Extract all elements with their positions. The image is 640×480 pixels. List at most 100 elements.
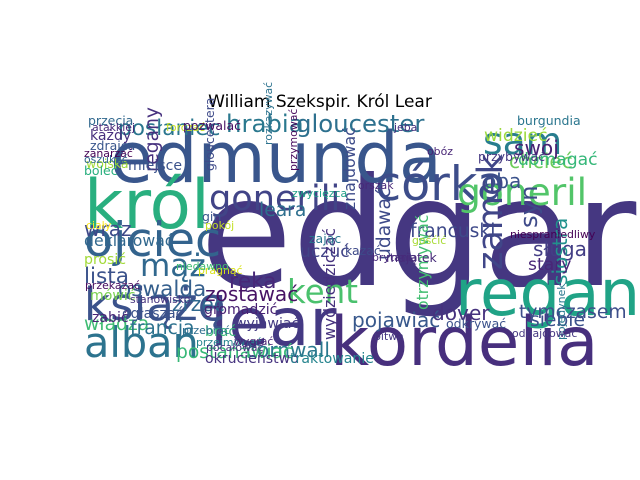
word-29: postanawiać (176, 342, 293, 363)
word-95: stanowisko (130, 293, 191, 306)
word-86: pojedynek (555, 283, 568, 340)
word-37: leara (259, 200, 306, 221)
word-80: majątek (386, 250, 438, 265)
word-81: zając (309, 231, 341, 246)
word-85: odkrywać (446, 316, 506, 331)
word-42: siebie (530, 310, 585, 331)
word-18: posłaniec (118, 116, 220, 141)
word-12: sam (483, 119, 562, 163)
word-48: wydziedziczać (320, 228, 339, 340)
word-24: zrzec (172, 292, 225, 316)
word-17: gloucester (296, 109, 425, 138)
word-11: gonerili (209, 178, 340, 219)
word-77: jeba (393, 121, 417, 134)
word-69: forczać (166, 121, 205, 134)
word-10: goneril (457, 170, 587, 214)
word-64: boleć (84, 163, 118, 178)
word-54: mówić (90, 288, 136, 304)
word-72: rozkazywać (262, 82, 275, 145)
word-8: książę (84, 278, 225, 331)
word-30: oba (484, 169, 521, 193)
word-57: brać (205, 324, 236, 340)
word-91: ciały (86, 219, 112, 232)
word-82: gin (202, 209, 221, 224)
word-55: gromadzić (204, 302, 277, 318)
word-0: edgar (200, 147, 637, 321)
word-35: francuski (410, 221, 495, 242)
word-83: pragnąć (198, 264, 243, 277)
word-34: siostra (548, 218, 572, 285)
word-68: oszukać (84, 153, 128, 166)
word-58: okrucieństwo (205, 351, 299, 367)
word-44: widzieć (484, 126, 548, 146)
word-51: prosić (84, 252, 126, 268)
word-21: lista (84, 264, 129, 289)
word-76: obóz (427, 145, 453, 158)
word-79: kazać (345, 243, 381, 258)
word-98: pocałować (206, 341, 264, 354)
word-92: przekazać (85, 279, 140, 292)
word-7: córka (375, 157, 506, 212)
word-66: atakkiej (92, 121, 135, 134)
word-31: chcieć (509, 149, 573, 173)
word-87: niespraniedliwy (510, 228, 596, 241)
word-41: tymczasem (519, 302, 627, 323)
word-74: burgundia (517, 113, 581, 128)
word-60: miejsce (128, 158, 182, 174)
word-9: alban (84, 319, 199, 367)
word-70: gloucestera (202, 98, 217, 171)
word-14: mąż (140, 248, 206, 284)
word-26: pojawiać (352, 308, 440, 332)
word-43: stary (528, 255, 571, 275)
word-49: otrzymywać (413, 215, 432, 310)
word-33: sługa (533, 237, 587, 261)
word-25: zostawać (205, 282, 298, 306)
word-89: brytania (372, 251, 417, 264)
word-5: regan (455, 256, 640, 331)
word-20: oswalda (118, 277, 206, 302)
word-62: zdrajca (90, 138, 135, 153)
word-47: znajdować (340, 127, 359, 210)
word-94: niedawno (176, 260, 229, 273)
word-38: regany (142, 107, 163, 172)
word-46: uczuć (300, 242, 350, 262)
word-84: bitwa (374, 330, 404, 343)
word-96: zwycięzca (292, 187, 347, 200)
word-100: pokój (205, 219, 234, 232)
word-16: hrabia (226, 109, 304, 138)
word-67: zanarzać (84, 147, 133, 160)
word-50: deklarować (84, 231, 173, 250)
word-1: edmunda (110, 117, 442, 199)
word-65: przecia (88, 113, 133, 128)
word-2: lear (210, 284, 337, 361)
word-99: wygrać (234, 335, 273, 348)
word-22: ręka (229, 269, 277, 294)
chart-title: William Szekspir. Król Lear (208, 92, 432, 112)
word-27: dover (432, 301, 490, 325)
word-45: domagać (518, 150, 598, 170)
word-56: wyjawiać (235, 316, 299, 332)
word-28: cornwall (246, 338, 330, 362)
word-63: wojska (86, 156, 129, 171)
word-6: ojciec (84, 213, 221, 268)
word-73: przymować (287, 109, 300, 171)
word-71: pozwalać (183, 118, 241, 133)
word-52: ogłaszać (122, 306, 183, 322)
word-88: odnajdować (512, 327, 577, 340)
word-39: władza (84, 314, 149, 335)
word-61: każdy (90, 128, 131, 144)
word-32: swój (514, 136, 559, 160)
word-15: kent (287, 273, 358, 311)
word-90: gośćić (412, 234, 446, 247)
word-19: syn (514, 185, 543, 228)
word-53: zabić (92, 310, 129, 326)
word-97: przejmować (196, 336, 262, 349)
word-59: traktowanie (290, 351, 374, 367)
word-40: francja (130, 318, 194, 339)
word-4: król (84, 165, 210, 244)
word-23: wraz (84, 217, 132, 241)
word-13: zamek (470, 153, 511, 270)
word-78: orszak (358, 179, 394, 192)
